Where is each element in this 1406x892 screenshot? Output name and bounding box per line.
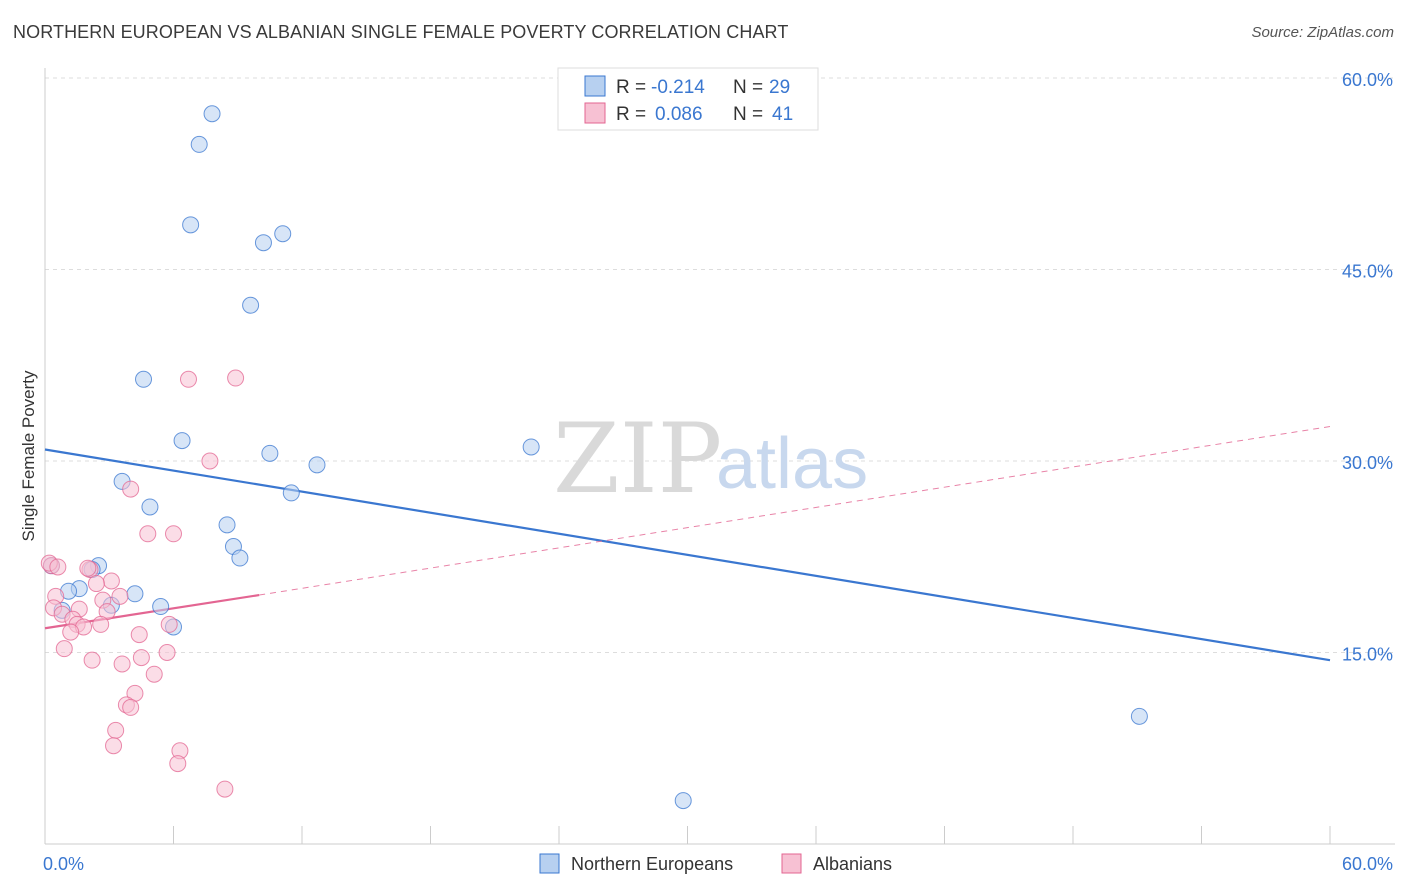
legend-n-label-1: N = [733, 77, 763, 98]
point-blue [308, 456, 326, 474]
point-blue [218, 516, 236, 534]
y-tick-label: 45.0% [1342, 262, 1393, 282]
point-pink [130, 626, 148, 644]
point-blue [242, 296, 260, 314]
x-tick-labels: 0.0% 60.0% [43, 854, 1393, 874]
x-tick-label: 0.0% [43, 854, 84, 874]
series-legend: Northern Europeans Albanians [539, 853, 892, 874]
point-blue [674, 792, 692, 810]
series-label-albanians: Albanians [813, 854, 892, 874]
point-pink [122, 698, 140, 716]
point-blue [182, 216, 200, 234]
legend-n-value-2: 41 [772, 104, 793, 125]
legend-swatch-pink [584, 102, 606, 124]
point-blue [261, 444, 279, 462]
point-pink [216, 780, 234, 798]
point-pink [49, 558, 67, 576]
point-pink [105, 737, 123, 755]
point-blue [231, 549, 249, 567]
point-pink [165, 525, 182, 543]
point-pink [132, 649, 150, 667]
point-blue [522, 438, 540, 456]
point-blue [152, 598, 170, 616]
point-blue [274, 225, 292, 243]
point-blue [254, 234, 272, 252]
watermark-zip: ZIP [553, 403, 722, 515]
point-pink [55, 640, 73, 658]
series-label-northern-europeans: Northern Europeans [571, 854, 733, 874]
point-pink [102, 572, 120, 590]
point-blue [1130, 707, 1148, 725]
point-pink [83, 651, 101, 669]
axes [44, 68, 1395, 845]
point-pink [139, 525, 157, 543]
point-blue [190, 135, 208, 153]
series-swatch-albanians [781, 853, 802, 874]
trend-line-extension-pink [259, 426, 1331, 596]
point-pink [122, 480, 140, 498]
y-axis-label: Single Female Poverty [19, 370, 38, 542]
y-tick-label: 30.0% [1342, 453, 1393, 473]
point-pink [62, 623, 80, 641]
y-tick-label: 15.0% [1342, 645, 1393, 665]
legend-r-value-2: 0.086 [655, 104, 703, 125]
point-pink [113, 655, 131, 673]
gridlines [45, 77, 1395, 653]
legend-n-value-1: 29 [769, 77, 790, 98]
legend-swatch-blue [584, 75, 606, 97]
point-blue [282, 484, 300, 502]
legend-n-label-2: N = [733, 104, 763, 125]
watermark: ZIP atlas [553, 403, 868, 515]
point-pink [92, 615, 110, 633]
data-points [40, 105, 1148, 810]
point-pink [201, 452, 219, 470]
point-blue [141, 498, 159, 516]
legend-r-label-1: R = [616, 77, 646, 98]
point-pink [87, 575, 105, 593]
point-pink [227, 369, 245, 387]
point-pink [169, 755, 187, 773]
y-tick-labels: 15.0% 30.0% 45.0% 60.0% [1342, 70, 1393, 665]
legend-r-label-2: R = [616, 104, 646, 125]
point-pink [145, 665, 163, 683]
point-blue [126, 585, 144, 603]
source-label: Source: ZipAtlas.com [1251, 24, 1394, 41]
stats-legend: R = -0.214 N = 29 R = 0.086 N = 41 [557, 67, 819, 131]
point-pink [79, 559, 97, 577]
point-pink [158, 644, 176, 661]
chart-title: NORTHERN EUROPEAN VS ALBANIAN SINGLE FEM… [13, 22, 789, 42]
trend-line-blue [44, 448, 1331, 662]
x-tick-label: 60.0% [1342, 854, 1393, 874]
point-blue [173, 432, 191, 450]
series-swatch-northern-europeans [539, 853, 560, 874]
point-blue [203, 105, 221, 123]
point-pink [160, 615, 178, 633]
y-tick-label: 60.0% [1342, 70, 1393, 90]
legend-r-value-1: -0.214 [651, 77, 705, 98]
point-pink [107, 721, 125, 739]
point-pink [179, 370, 197, 388]
watermark-atlas: atlas [716, 424, 868, 504]
point-pink [111, 587, 129, 605]
point-blue [135, 370, 153, 388]
